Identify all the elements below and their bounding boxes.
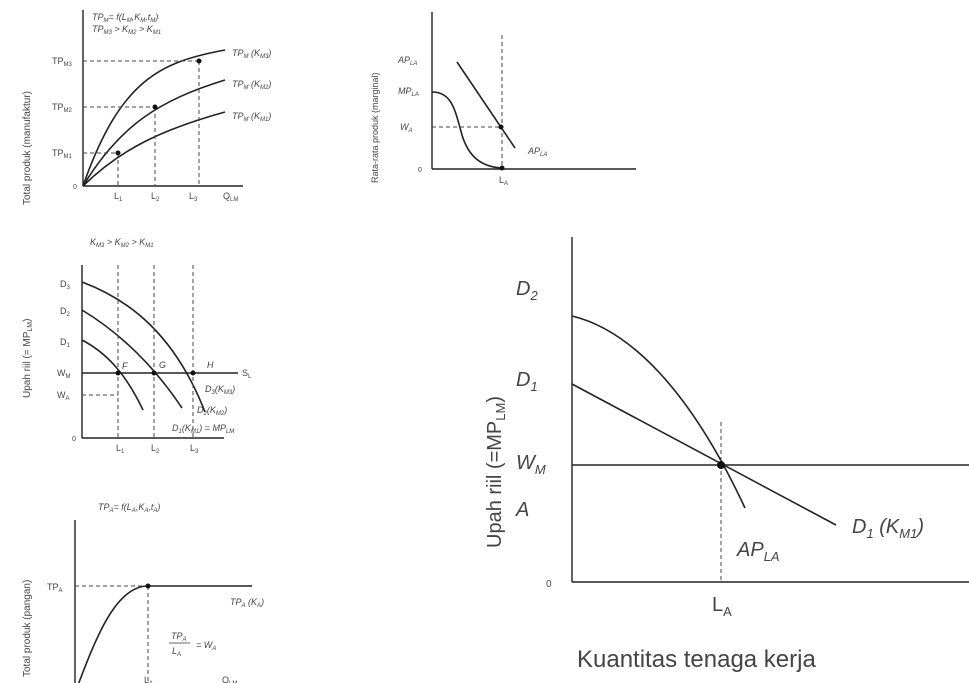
tp-m-tick-tpm3: TPM3 xyxy=(52,56,73,68)
avg-point-ap xyxy=(498,124,504,130)
panel-tp-food: TPA= f(LA,KA,tA) Total produk (pangan) 0… xyxy=(22,502,264,683)
avg-tick-ap: APLA xyxy=(397,55,417,67)
avg-tick-mp: MPLA xyxy=(398,86,419,98)
avg-tick-wa: WA xyxy=(400,122,413,134)
wage-tick-wa: WA xyxy=(57,390,70,402)
avg-ylabel: Rata-rata produk (marginal) xyxy=(370,72,380,183)
big-ylabel: Upah riil (=MPLM) xyxy=(484,396,508,548)
tp-a-tick-la: LA xyxy=(144,675,153,683)
tp-m-label-km1: TPM (KM1) xyxy=(232,111,271,123)
big-origin: 0 xyxy=(546,579,552,590)
big-tick-a: A xyxy=(515,499,529,521)
avg-ap-curve xyxy=(456,61,516,149)
wage-d3-curve xyxy=(81,281,206,413)
wage-point-h xyxy=(190,370,196,376)
tp-m-tick-l2: L2 xyxy=(151,191,160,203)
big-tick-la: LA xyxy=(712,594,732,619)
big-tick-d1: D1 xyxy=(516,369,538,394)
wage-label-f: F xyxy=(122,361,128,371)
wage-label-d3: D3(KM3) xyxy=(205,384,235,396)
tp-m-xlabel: QLM xyxy=(223,191,238,203)
tp-m-curve-km1 xyxy=(82,111,226,187)
wage-tick-d1: D1 xyxy=(60,337,71,349)
wage-supply-label: SL xyxy=(242,368,252,380)
tp-a-tick: TPA xyxy=(47,582,63,594)
tp-m-origin: 0 xyxy=(73,184,77,191)
tp-m-point-1 xyxy=(115,150,121,156)
avg-tick-la: LA xyxy=(499,175,508,187)
wage-label-d1: D1(KM1) = MPLM xyxy=(172,423,234,435)
tp-m-tick-l1: L1 xyxy=(114,191,123,203)
tp-a-formula: TPA= f(LA,KA,tA) xyxy=(98,502,160,514)
wage-tick-d2: D2 xyxy=(60,306,71,318)
wage-ylabel: Upah riil (= MPLM) xyxy=(22,319,34,398)
wage-origin: 0 xyxy=(72,436,76,443)
tp-m-tick-l3: L3 xyxy=(189,191,198,203)
wage-label-g: G xyxy=(159,360,166,370)
big-d1-line xyxy=(571,383,837,526)
tp-a-ylabel: Total produk (pangan) xyxy=(22,580,33,677)
avg-point-mp xyxy=(499,165,505,171)
panel-avg-marginal: Rata-rata produk (marginal) 0 APLA MPLA … xyxy=(370,12,636,187)
tp-m-curve-km3 xyxy=(82,49,226,187)
tp-m-label-km2: TPM (KM2) xyxy=(232,79,271,91)
tp-m-formula: TPM= f(LM,KM,tM) xyxy=(92,12,158,24)
avg-origin: 0 xyxy=(418,167,422,174)
panel-wage: KM3 > KM2 > KM1 Upah riil (= MPLM) 0 D3 … xyxy=(22,237,252,455)
wage-d1-curve xyxy=(81,339,144,411)
tp-m-curve-km2 xyxy=(82,79,226,187)
tp-m-condition: TPM3 > KM2 > KM1 xyxy=(92,24,161,36)
tp-a-curve xyxy=(77,585,252,683)
wage-tick-wm: WM xyxy=(57,368,71,380)
tp-m-tick-tpm2: TPM2 xyxy=(52,102,73,114)
wage-tick-l3: L3 xyxy=(190,443,199,455)
big-intersection-point xyxy=(717,461,725,469)
big-d1-label: D1 (KM1) xyxy=(852,516,924,541)
tp-a-ratio-den: LA xyxy=(172,646,181,658)
tp-a-point xyxy=(145,583,151,589)
tp-a-xlabel: QLM xyxy=(222,675,237,683)
panel-big: Upah riil (=MPLM) 0 D2 D1 WM A D1 (KM1) … xyxy=(484,237,969,673)
wage-tick-l2: L2 xyxy=(151,443,160,455)
panel-tp-manufacture: TPM= f(LM,KM,tM) TPM3 > KM2 > KM1 Total … xyxy=(22,10,271,205)
tp-m-point-2 xyxy=(152,104,158,110)
tp-a-ratio-eq: = WA xyxy=(196,640,216,652)
big-ap-curve xyxy=(571,315,746,509)
tp-m-label-km3: TPM (KM3) xyxy=(232,48,271,60)
big-ap-label: APLA xyxy=(736,539,780,564)
tp-a-curve-label: TPA (KA) xyxy=(230,597,264,609)
tp-m-tick-tpm1: TPM1 xyxy=(52,148,73,160)
wage-point-g xyxy=(151,370,157,376)
avg-mp-curve xyxy=(431,91,503,169)
wage-label-d2: D2(KM2) xyxy=(197,405,227,417)
wage-point-f xyxy=(115,370,121,376)
wage-condition: KM3 > KM2 > KM1 xyxy=(90,237,154,249)
wage-tick-l1: L1 xyxy=(116,443,125,455)
avg-curve-label: APLA xyxy=(527,146,547,158)
tp-m-point-3 xyxy=(196,58,202,64)
wage-d2-curve xyxy=(81,309,183,409)
wage-tick-d3: D3 xyxy=(60,279,71,291)
tp-a-ratio-num: TPA xyxy=(171,631,187,643)
tp-m-ylabel: Total produk (manufaktur) xyxy=(22,91,33,205)
big-tick-wm: WM xyxy=(516,452,546,477)
big-xlabel: Kuantitas tenaga kerja xyxy=(577,646,816,673)
wage-label-h: H xyxy=(207,360,214,370)
big-tick-d2: D2 xyxy=(516,278,538,303)
